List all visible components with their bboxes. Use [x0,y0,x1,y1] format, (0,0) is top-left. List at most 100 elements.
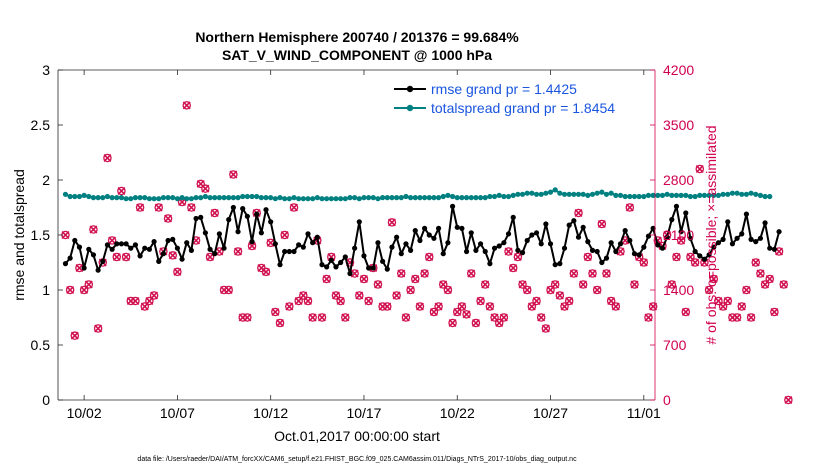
point-totalspread [641,193,647,200]
point-totalspread [645,192,652,198]
point-totalspread [599,189,605,195]
point-rmse [515,247,521,253]
obs-assimilated-marker [401,313,410,322]
point-rmse [655,242,661,248]
y-tick-label-left: 2.5 [31,117,51,133]
point-rmse [207,246,213,252]
point-rmse [72,237,78,244]
point-rmse [697,253,703,259]
obs-assimilated-marker [164,214,173,223]
y-tick-label-right: 2100 [663,227,694,243]
obs-assimilated-marker [537,313,546,322]
point-totalspread [212,195,218,201]
point-totalspread [650,192,656,198]
point-totalspread [421,195,428,201]
point-totalspread [445,192,451,198]
obs-possible-marker [588,269,597,278]
point-rmse [678,229,684,235]
point-totalspread [585,192,591,198]
point-totalspread [146,196,153,202]
obs-assimilated-marker [122,253,131,261]
obs-assimilated-marker [555,291,564,300]
point-rmse [753,239,759,245]
obs-assimilated-marker [108,236,117,245]
obs-assimilated-marker [112,253,121,261]
obs-assimilated-marker [364,297,373,305]
point-rmse [725,219,731,225]
point-rmse [421,225,428,231]
obs-assimilated-marker [387,218,396,227]
obs-possible-marker [723,296,733,306]
obs-assimilated-marker [359,275,368,283]
point-rmse [62,261,69,267]
obs-assimilated-marker [443,286,452,294]
obs-assimilated-marker [672,253,681,261]
point-totalspread [603,191,610,197]
series-layer [61,101,793,405]
point-rmse [277,262,283,268]
obs-assimilated-marker [103,154,112,162]
point-totalspread [566,191,572,197]
point-rmse [669,217,675,223]
obs-assimilated-marker [262,267,270,276]
point-rmse [389,244,395,250]
obs-possible-marker [317,313,327,322]
point-rmse [617,241,624,247]
point-totalspread [408,195,414,201]
obs-possible-marker [518,280,527,289]
legend-box [388,76,652,118]
point-totalspread [487,193,493,200]
obs-possible-marker [527,302,537,311]
point-rmse [543,221,549,227]
obs-assimilated-marker [322,275,331,283]
obs-possible-marker [676,236,686,245]
obs-possible-marker [275,318,285,328]
obs-assimilated-marker [355,291,364,300]
obs-assimilated-marker [308,313,317,322]
obs-assimilated-marker [94,324,103,333]
point-totalspread [589,191,596,197]
obs-possible-marker [485,302,495,311]
point-rmse [366,265,372,271]
obs-assimilated-marker [625,203,634,212]
point-totalspread [655,192,661,198]
obs-possible-marker [466,269,476,278]
point-rmse [482,248,488,255]
point-rmse [137,253,143,259]
obs-possible-marker [70,331,80,340]
point-totalspread [547,189,554,195]
obs-assimilated-marker [117,187,126,195]
point-totalspread [249,193,255,200]
point-rmse [463,248,470,255]
obs-possible-marker [107,236,117,245]
point-totalspread [296,196,302,202]
point-totalspread [76,193,83,200]
obs-assimilated-marker [383,302,392,311]
y-axis-label-right: # of obs: o=possible; ×=assimilated [703,125,719,344]
point-rmse [585,239,591,245]
y-tick-label-right: 700 [663,337,687,353]
obs-assimilated-marker [523,286,532,294]
point-rmse [263,207,269,213]
point-totalspread [160,195,167,201]
obs-assimilated-marker [243,313,252,322]
point-rmse [296,242,302,248]
obs-possible-marker [112,252,122,262]
point-totalspread [226,195,232,201]
point-totalspread [305,196,311,202]
point-totalspread [389,195,395,201]
point-rmse [202,230,208,236]
point-totalspread [463,195,470,201]
point-rmse [627,237,633,244]
point-rmse [324,264,330,270]
obs-possible-marker [578,280,588,289]
obs-assimilated-marker [481,280,490,289]
point-totalspread [230,195,236,201]
point-totalspread [72,193,78,200]
x-axis-label: Oct.01,2017 00:00:00 start [274,428,440,444]
obs-possible-marker [672,252,681,262]
point-totalspread [571,191,577,197]
obs-assimilated-marker [285,302,294,311]
point-rmse [566,222,572,228]
y-axis-label-left: rmse and totalspread [11,169,27,301]
